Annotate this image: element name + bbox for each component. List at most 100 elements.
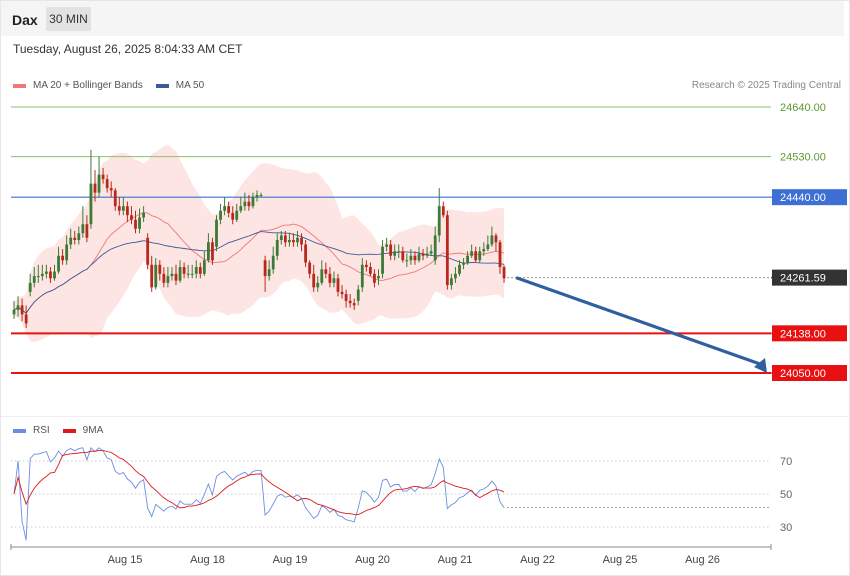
candle-body (364, 264, 368, 268)
rsi-ma-legend-label: 9MA (82, 425, 104, 436)
candle-body (150, 264, 154, 288)
ma20-swatch (13, 83, 26, 88)
candle-body (170, 273, 174, 277)
candle-body (65, 244, 69, 261)
candle-body (360, 264, 364, 288)
candle-body (121, 206, 125, 211)
candle-body (316, 282, 320, 288)
candle-body (259, 194, 263, 196)
chart-datetime: Tuesday, August 26, 2025 8:04:33 AM CET (13, 42, 243, 56)
level-badge-4 (772, 325, 847, 342)
candle-body (458, 264, 461, 274)
rsi-ma-line (13, 449, 505, 516)
candle-body (162, 273, 166, 283)
candle-body (263, 260, 267, 277)
candle-body (389, 244, 393, 256)
x-tick-label-3: Aug 20 (355, 554, 390, 566)
level-badge-3 (772, 269, 847, 286)
candle-body (105, 179, 109, 189)
candle-body (45, 271, 48, 274)
candle-body (385, 244, 388, 247)
toolbar: Dax 30 MIN (1, 1, 844, 36)
candle-body (89, 183, 93, 225)
candle-body (267, 269, 271, 277)
candle-body (441, 206, 445, 216)
candle-body (450, 278, 453, 286)
candle-body (312, 273, 316, 288)
candle-body (235, 210, 239, 220)
candle-body (470, 251, 474, 256)
candle-body (405, 260, 409, 262)
candle-body (194, 267, 198, 274)
candle-body (320, 269, 324, 283)
candle-body (466, 255, 469, 263)
x-tick-label-7: Aug 26 (685, 554, 720, 566)
candle-body (494, 235, 498, 243)
forecast-arrow-shaft (515, 276, 761, 366)
candle-body (219, 210, 222, 220)
candle-body (24, 314, 28, 324)
candle-body (433, 235, 437, 261)
candle-body (498, 242, 502, 268)
candle-body (271, 255, 275, 270)
ma50-legend-label: MA 50 (175, 80, 205, 91)
rsi-tick-label-1: 50 (780, 489, 792, 501)
level-label-3: 24261.59 (780, 273, 826, 285)
candle-body (413, 255, 417, 261)
x-tick-label-6: Aug 25 (603, 554, 638, 566)
candle-body (308, 262, 312, 274)
candle-body (356, 289, 360, 301)
candle-body (251, 197, 255, 207)
candle-body (304, 244, 307, 263)
candle-body (332, 278, 336, 283)
candle-body (202, 260, 206, 274)
candle-body (421, 253, 425, 256)
candle-body (324, 269, 328, 274)
candle-body (109, 188, 113, 191)
ma50-swatch (155, 83, 169, 88)
candle-body (146, 237, 150, 265)
candle-body (61, 255, 64, 261)
candle-body (215, 219, 218, 247)
candle-body (223, 206, 226, 211)
level-label-4: 24138.00 (780, 328, 826, 340)
candle-body (81, 224, 85, 234)
bollinger-band (14, 144, 504, 343)
candle-body (211, 242, 214, 261)
candle-body (69, 237, 73, 245)
candle-body (101, 174, 105, 180)
panel-divider (1, 416, 848, 417)
candle-body (239, 206, 243, 211)
level-pointer-5 (771, 369, 774, 377)
candle-body (454, 273, 457, 279)
forecast-arrow-head (754, 358, 767, 373)
candle-body (154, 264, 158, 288)
candle-body (328, 273, 332, 283)
rsi-swatch (13, 428, 26, 433)
candle-body (348, 300, 352, 304)
candle-body (393, 251, 397, 256)
x-tick-label-2: Aug 19 (273, 554, 308, 566)
candle-body (231, 212, 235, 220)
candle-body (502, 267, 506, 279)
rsi-ma-swatch (62, 428, 76, 433)
price-legend: MA 20 + Bollinger Bands MA 50 (13, 80, 204, 91)
candle-body (292, 240, 295, 243)
candle-body (275, 240, 279, 256)
candle-body (73, 237, 77, 240)
candle-body (49, 271, 52, 279)
candle-body (113, 190, 117, 207)
rsi-tick-label-2: 30 (780, 522, 792, 534)
timeframe-button[interactable]: 30 MIN (46, 7, 91, 31)
candle-body (142, 212, 145, 218)
candle-body (134, 219, 137, 229)
candle-body (117, 206, 121, 211)
level-pointer-2 (771, 193, 774, 202)
candle-body (85, 224, 89, 238)
level-label-0: 24640.00 (780, 102, 826, 114)
candle-body (36, 276, 40, 278)
candle-body (445, 215, 449, 286)
level-pointer-3 (771, 273, 774, 282)
candle-body (158, 264, 162, 274)
